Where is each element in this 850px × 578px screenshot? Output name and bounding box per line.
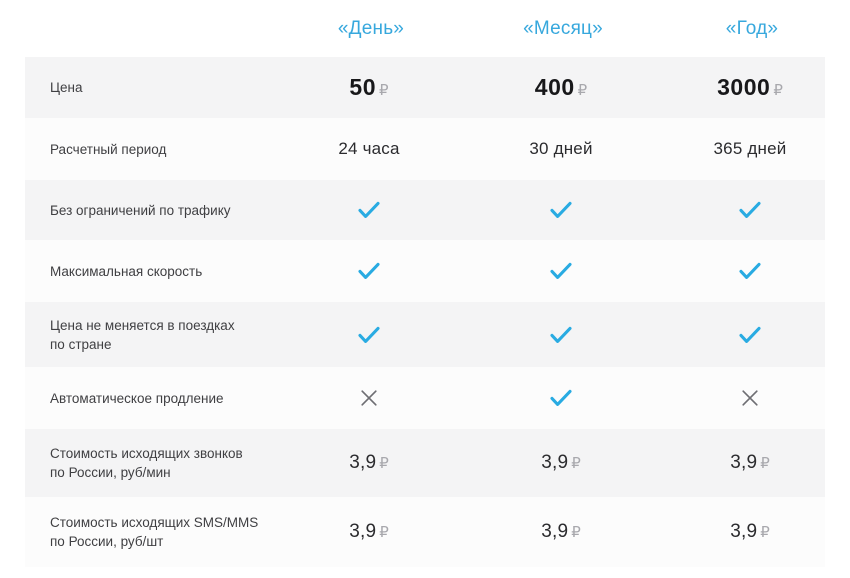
row-label-billing-period: Расчетный период: [25, 140, 275, 159]
table-row-auto-renewal: Автоматическое продление: [25, 367, 825, 429]
cell-unlimited-traffic-day: [275, 201, 467, 220]
ruble-sign-icon: ₽: [577, 81, 588, 99]
ruble-sign-icon: ₽: [379, 81, 389, 99]
cell-billing-period-month: 30 дней: [467, 138, 659, 159]
table-row-outgoing-sms-mms-cost: Стоимость исходящих SMS/MMS по России, р…: [25, 497, 825, 567]
row-label-unlimited-traffic: Без ограничений по трафику: [25, 201, 275, 220]
cross-icon: [740, 388, 760, 408]
cell-billing-period-year: 365 дней: [659, 138, 845, 159]
row-label-text: Стоимость исходящих звонков: [50, 446, 243, 461]
cell-price-unchanged-year: [659, 325, 845, 344]
row-label-text: Автоматическое продление: [50, 390, 224, 406]
row-label-text: Расчетный период: [50, 141, 167, 157]
row-label-text: Стоимость исходящих SMS/MMS: [50, 515, 259, 530]
cell-sms-cost-year: 3,9 ₽: [659, 520, 845, 543]
check-icon: [550, 389, 572, 407]
table-row-unlimited-traffic: Без ограничений по трафику: [25, 180, 825, 240]
period-value: 24 часа: [338, 138, 400, 158]
rate-amount: 3,9: [349, 520, 377, 542]
cell-billing-period-day: 24 часа: [275, 138, 467, 159]
cell-price-unchanged-month: [467, 325, 659, 344]
row-label-outgoing-calls-cost: Стоимость исходящих звонков по России, р…: [25, 444, 275, 482]
ruble-sign-icon: ₽: [760, 523, 770, 541]
table-row-price-unchanged-travel: Цена не меняется в поездках по стране: [25, 302, 825, 367]
row-label-price: Цена: [25, 78, 275, 97]
price-amount: 3000: [717, 73, 771, 100]
row-label-auto-renewal: Автоматическое продление: [25, 389, 275, 408]
check-icon: [550, 262, 572, 280]
cell-unlimited-traffic-month: [467, 201, 659, 220]
check-icon: [358, 262, 380, 280]
ruble-sign-icon: ₽: [571, 523, 581, 541]
cross-icon: [359, 388, 379, 408]
check-icon: [550, 201, 572, 219]
cell-max-speed-year: [659, 262, 845, 281]
cell-price-month: 400 ₽: [467, 73, 659, 100]
ruble-sign-icon: ₽: [379, 454, 389, 472]
plan-header-day[interactable]: «День»: [337, 18, 405, 39]
row-label-text: Цена: [50, 80, 83, 95]
rate-amount: 3,9: [349, 451, 377, 473]
row-label-text: Максимальная скорость: [50, 263, 203, 279]
row-label-max-speed: Максимальная скорость: [25, 262, 275, 281]
cell-price-day: 50 ₽: [275, 73, 467, 100]
ruble-sign-icon: ₽: [773, 81, 783, 99]
cell-auto-renewal-year: [659, 388, 845, 408]
cell-price-year: 3000 ₽: [659, 73, 845, 100]
ruble-sign-icon: ₽: [760, 454, 770, 472]
table-row-max-speed: Максимальная скорость: [25, 240, 825, 302]
table-body: Цена 50 ₽ 400 ₽ 3000 ₽ Расчетный период: [25, 57, 825, 567]
table-header-row: «День» «Месяц» «Год»: [0, 0, 850, 57]
row-label-text-line2: по стране: [50, 336, 112, 352]
table-row-price: Цена 50 ₽ 400 ₽ 3000 ₽: [25, 57, 825, 118]
check-icon: [358, 201, 380, 219]
check-icon: [739, 326, 761, 344]
rate-amount: 3,9: [541, 520, 569, 542]
cell-price-unchanged-day: [275, 325, 467, 344]
row-label-price-unchanged-travel: Цена не меняется в поездках по стране: [25, 316, 275, 354]
check-icon: [550, 326, 572, 344]
cell-auto-renewal-month: [467, 389, 659, 408]
cell-calls-cost-month: 3,9 ₽: [467, 451, 659, 474]
table-row-billing-period: Расчетный период 24 часа 30 дней 365 дне…: [25, 118, 825, 180]
cell-unlimited-traffic-year: [659, 201, 845, 220]
rate-amount: 3,9: [730, 520, 758, 542]
cell-max-speed-month: [467, 262, 659, 281]
plan-header-year[interactable]: «Год»: [725, 18, 779, 39]
period-value: 30 дней: [529, 138, 593, 158]
cell-auto-renewal-day: [275, 388, 467, 408]
check-icon: [739, 201, 761, 219]
plan-header-month[interactable]: «Месяц»: [523, 18, 603, 39]
cell-max-speed-day: [275, 262, 467, 281]
check-icon: [358, 326, 380, 344]
ruble-sign-icon: ₽: [571, 454, 581, 472]
row-label-outgoing-sms-mms-cost: Стоимость исходящих SMS/MMS по России, р…: [25, 513, 275, 551]
price-amount: 50: [349, 73, 377, 100]
price-amount: 400: [534, 73, 575, 100]
check-icon: [739, 262, 761, 280]
table-row-outgoing-calls-cost: Стоимость исходящих звонков по России, р…: [25, 429, 825, 497]
cell-calls-cost-year: 3,9 ₽: [659, 451, 845, 474]
cell-sms-cost-month: 3,9 ₽: [467, 520, 659, 543]
period-value: 365 дней: [713, 138, 787, 158]
row-label-text: Цена не меняется в поездках: [50, 317, 235, 333]
ruble-sign-icon: ₽: [379, 523, 389, 541]
cell-sms-cost-day: 3,9 ₽: [275, 520, 467, 543]
row-label-text-line2: по России, руб/шт: [50, 534, 164, 549]
row-label-text: Без ограничений по трафику: [50, 202, 231, 218]
rate-amount: 3,9: [541, 451, 569, 473]
row-label-text-line2: по России, руб/мин: [50, 465, 171, 480]
rate-amount: 3,9: [730, 451, 758, 473]
cell-calls-cost-day: 3,9 ₽: [275, 451, 467, 474]
